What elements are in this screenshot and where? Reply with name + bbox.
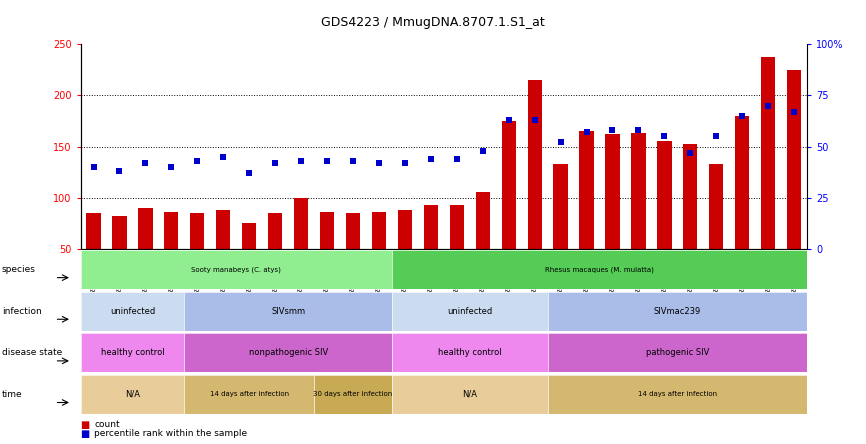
Bar <box>372 212 386 300</box>
Point <box>268 159 282 166</box>
Bar <box>787 70 801 300</box>
Point <box>320 157 334 164</box>
Text: percentile rank within the sample: percentile rank within the sample <box>94 429 248 438</box>
Text: healthy control: healthy control <box>438 348 501 357</box>
Point <box>87 163 100 170</box>
Point <box>709 133 723 140</box>
Bar <box>683 144 697 300</box>
Text: healthy control: healthy control <box>100 348 165 357</box>
Bar <box>397 210 412 300</box>
Text: GDS4223 / MmugDNA.8707.1.S1_at: GDS4223 / MmugDNA.8707.1.S1_at <box>321 16 545 28</box>
Bar <box>449 205 464 300</box>
Bar <box>294 198 308 300</box>
Bar <box>579 131 594 300</box>
Text: count: count <box>94 420 120 429</box>
Point <box>787 108 801 115</box>
Bar <box>527 80 542 300</box>
Point <box>398 159 412 166</box>
Point <box>553 139 567 146</box>
Bar <box>423 205 438 300</box>
Point <box>294 157 308 164</box>
Text: 14 days after infection: 14 days after infection <box>210 391 288 397</box>
Text: N/A: N/A <box>462 390 477 399</box>
Bar <box>501 121 516 300</box>
Bar <box>139 208 152 300</box>
Bar <box>735 116 749 300</box>
Point <box>424 155 438 163</box>
Point <box>605 127 619 134</box>
Text: species: species <box>2 265 36 274</box>
Bar <box>657 141 671 300</box>
Point <box>372 159 386 166</box>
Bar <box>631 133 645 300</box>
Bar <box>553 164 568 300</box>
Bar <box>709 164 723 300</box>
Bar <box>268 213 282 300</box>
Bar <box>605 134 620 300</box>
Text: SIVmac239: SIVmac239 <box>654 306 701 316</box>
Bar <box>191 213 204 300</box>
Bar <box>320 212 334 300</box>
Text: ■: ■ <box>81 429 90 439</box>
Bar <box>761 57 775 300</box>
Point <box>346 157 360 164</box>
Text: ■: ■ <box>81 420 90 430</box>
Point <box>735 112 749 119</box>
Bar <box>346 213 360 300</box>
Point <box>761 102 775 109</box>
Text: 14 days after infection: 14 days after infection <box>637 391 717 397</box>
Bar <box>475 193 490 300</box>
Text: Rhesus macaques (M. mulatta): Rhesus macaques (M. mulatta) <box>545 266 654 273</box>
Point <box>579 129 593 136</box>
Text: 30 days after infection: 30 days after infection <box>313 391 392 397</box>
Text: N/A: N/A <box>125 390 140 399</box>
Text: infection: infection <box>2 306 42 316</box>
Text: Sooty manabeys (C. atys): Sooty manabeys (C. atys) <box>191 266 281 273</box>
Text: nonpathogenic SIV: nonpathogenic SIV <box>249 348 327 357</box>
Bar <box>216 210 230 300</box>
Point <box>631 127 645 134</box>
Point <box>113 167 126 174</box>
Text: pathogenic SIV: pathogenic SIV <box>646 348 709 357</box>
Bar <box>242 223 256 300</box>
Point <box>501 116 515 123</box>
Bar <box>165 212 178 300</box>
Text: uninfected: uninfected <box>447 306 493 316</box>
Point <box>527 116 541 123</box>
Text: uninfected: uninfected <box>110 306 155 316</box>
Point <box>657 133 671 140</box>
Point <box>139 159 152 166</box>
Point <box>475 147 489 154</box>
Text: disease state: disease state <box>2 348 62 357</box>
Text: time: time <box>2 390 23 399</box>
Point <box>216 153 230 160</box>
Bar <box>113 216 126 300</box>
Point <box>683 149 697 156</box>
Point <box>191 157 204 164</box>
Bar <box>87 213 100 300</box>
Point <box>449 155 463 163</box>
Point <box>242 170 256 177</box>
Point <box>165 163 178 170</box>
Text: SIVsmm: SIVsmm <box>271 306 305 316</box>
